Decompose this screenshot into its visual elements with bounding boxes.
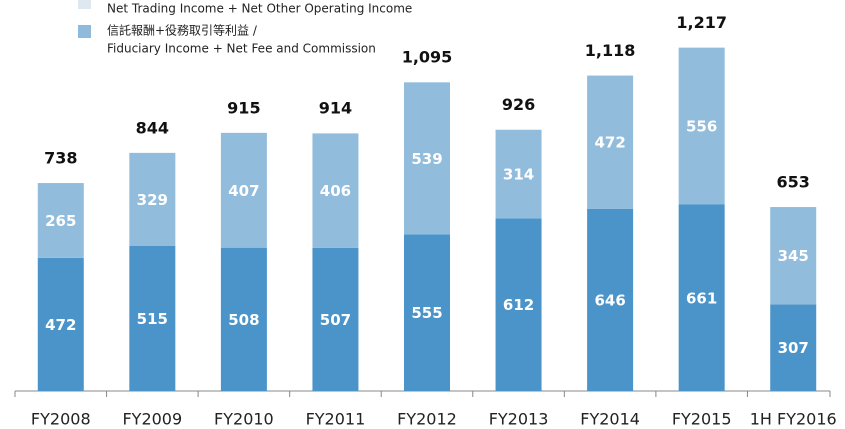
bar-segment <box>678 47 725 205</box>
value-label: 345 <box>778 247 809 265</box>
value-label: 508 <box>228 311 259 329</box>
x-tick-label: FY2014 <box>580 410 640 429</box>
value-label: 507 <box>320 311 351 329</box>
value-label: 407 <box>228 182 259 200</box>
x-tick-label: 1H FY2016 <box>750 410 837 429</box>
legend-label: Fiduciary Income + Net Fee and Commissio… <box>107 42 376 56</box>
value-label: 515 <box>137 310 168 328</box>
bar-segment <box>129 152 176 246</box>
value-label: 472 <box>45 316 76 334</box>
total-label: 915 <box>227 98 260 117</box>
total-label: 1,217 <box>676 13 727 32</box>
total-label: 914 <box>319 99 352 118</box>
legend-label: Net Trading Income + Net Other Operating… <box>107 2 412 16</box>
x-tick-label: FY2010 <box>214 410 274 429</box>
bar-segment <box>495 129 542 219</box>
bar-segment <box>129 245 176 391</box>
x-tick-label: FY2015 <box>672 410 732 429</box>
bar-segment <box>770 207 817 305</box>
x-tick-label: FY2013 <box>489 410 549 429</box>
value-label: 472 <box>594 134 625 152</box>
total-label: 1,118 <box>585 41 636 60</box>
x-tick-label: FY2011 <box>306 410 366 429</box>
bar-segment <box>220 132 267 248</box>
total-label: 844 <box>136 118 169 137</box>
value-label: 555 <box>411 304 442 322</box>
bar-segment <box>404 82 450 235</box>
value-label: 646 <box>594 291 625 309</box>
bar-segment <box>37 183 84 258</box>
value-label: 556 <box>686 118 717 136</box>
x-tick-label: FY2009 <box>122 410 182 429</box>
total-label: 653 <box>777 172 810 191</box>
value-label: 329 <box>137 191 168 209</box>
bar-segment <box>678 204 725 391</box>
total-label: 926 <box>502 95 535 114</box>
legend-swatch <box>78 25 91 38</box>
value-label: 265 <box>45 212 76 230</box>
legend-swatch <box>78 0 91 9</box>
bar-segment <box>37 257 84 391</box>
legend-label: 信託報酬+役務取引等利益 / <box>107 23 258 38</box>
value-label: 661 <box>686 289 717 307</box>
bar-segment <box>404 234 450 391</box>
bar-segment <box>587 208 634 391</box>
x-tick-label: FY2012 <box>397 410 457 429</box>
bar-segment <box>587 75 634 209</box>
total-label: 738 <box>44 148 77 167</box>
bar-segment <box>312 247 359 391</box>
x-tick-label: FY2008 <box>31 410 91 429</box>
total-label: 1,095 <box>402 48 453 67</box>
bar-segment <box>312 133 359 248</box>
bar-segment <box>495 218 542 391</box>
value-label: 612 <box>503 296 534 314</box>
bar-segment <box>770 304 817 391</box>
value-label: 539 <box>411 150 442 168</box>
value-label: 406 <box>320 182 351 200</box>
value-label: 307 <box>778 339 809 357</box>
value-label: 314 <box>503 166 534 184</box>
bar-segment <box>220 247 267 391</box>
